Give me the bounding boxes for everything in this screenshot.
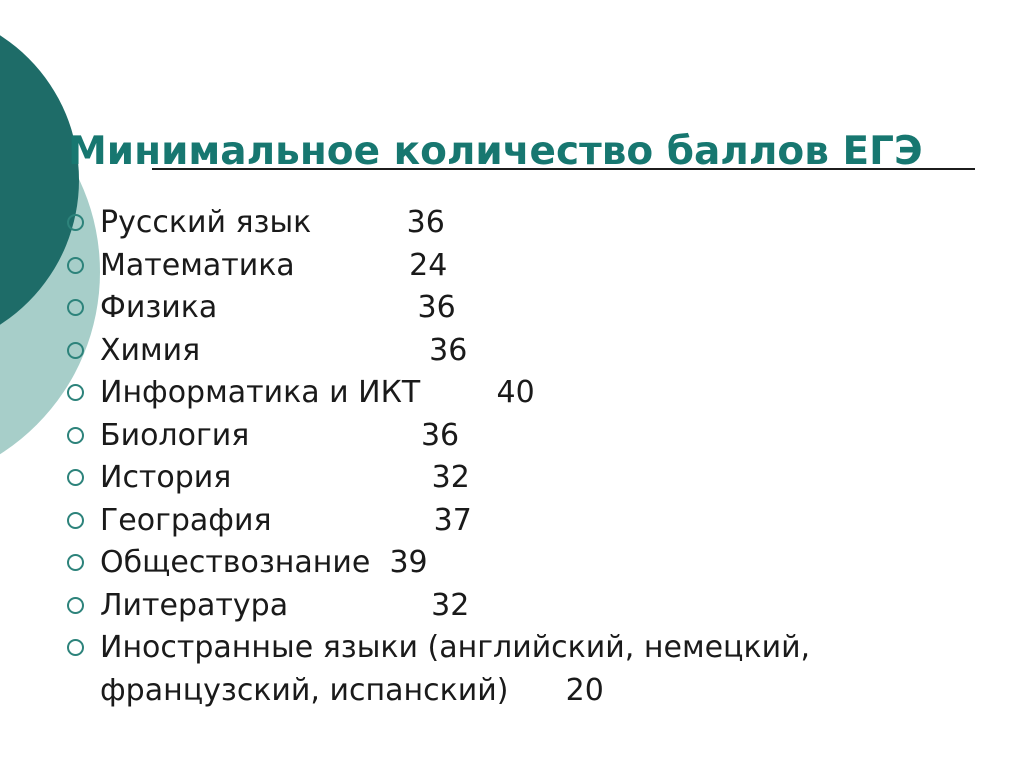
score-value: 40 xyxy=(496,375,535,410)
subject-label: Биология xyxy=(100,417,250,453)
score-value: 32 xyxy=(431,587,470,623)
subject-score-gap xyxy=(370,545,389,580)
list-item: Обществознание 39 xyxy=(65,542,875,585)
bullet-circle-icon xyxy=(67,341,84,359)
subject-label: Математика xyxy=(100,247,295,283)
subject-label: Обществознание xyxy=(100,545,371,580)
score-value: 36 xyxy=(417,290,456,325)
subject-score-gap xyxy=(508,673,565,708)
subject-score-gap xyxy=(249,418,421,453)
bullet-circle-icon xyxy=(67,554,84,571)
bullet-circle-icon xyxy=(67,639,84,656)
list-item: Русский язык 36 xyxy=(65,202,875,245)
subject-score-gap xyxy=(295,248,409,283)
score-value: 36 xyxy=(420,417,460,453)
subject-label: Физика xyxy=(100,290,218,325)
list-item: Математика 24 xyxy=(65,245,875,288)
list-item: Физика 36 xyxy=(65,287,875,330)
list-item: Информатика и ИКТ 40 xyxy=(65,372,875,415)
slide-title: Минимальное количество баллов ЕГЭ xyxy=(68,129,923,175)
subject-score-gap xyxy=(231,460,431,495)
bullet-circle-icon xyxy=(67,214,84,231)
bullet-circle-icon xyxy=(67,511,84,529)
subject-label: Информатика и ИКТ xyxy=(100,375,421,410)
subject-score-gap xyxy=(420,375,496,410)
list-item: Биология 36 xyxy=(65,415,875,458)
list-item: Литература 32 xyxy=(65,585,875,628)
title-underline-rule xyxy=(152,168,975,170)
list-item: География 37 xyxy=(65,500,875,543)
subject-label: Русский язык xyxy=(100,205,312,240)
subject-score-gap xyxy=(288,588,431,623)
bullet-circle-icon xyxy=(67,299,84,316)
list-item: Иностранные языки (английский, немецкий,… xyxy=(65,627,875,712)
subject-score-gap xyxy=(311,205,406,240)
bullet-circle-icon xyxy=(67,384,84,401)
subject-label: География xyxy=(100,502,272,538)
bullet-circle-icon xyxy=(67,596,84,614)
subject-score-list: Русский язык 36 Математика 24 Физика 36 … xyxy=(65,202,875,712)
list-item: История 32 xyxy=(65,457,875,500)
score-value: 39 xyxy=(389,545,428,580)
subject-score-gap xyxy=(200,333,429,368)
bullet-circle-icon xyxy=(67,426,84,444)
bullet-circle-icon xyxy=(67,469,84,486)
subject-label: Литература xyxy=(100,587,289,623)
subject-score-gap xyxy=(217,290,417,325)
score-value: 20 xyxy=(565,672,604,708)
score-value: 36 xyxy=(406,205,445,240)
subject-label: История xyxy=(100,460,232,495)
list-item: Химия 36 xyxy=(65,330,875,373)
bullet-circle-icon xyxy=(67,256,84,274)
subject-label: Химия xyxy=(100,332,201,368)
subject-label: Иностранные языки (английский, немецкий,… xyxy=(100,630,811,708)
subject-score-gap xyxy=(272,503,434,538)
score-value: 36 xyxy=(429,332,468,368)
score-value: 37 xyxy=(433,502,472,538)
score-value: 32 xyxy=(431,460,470,495)
score-value: 24 xyxy=(409,247,448,283)
